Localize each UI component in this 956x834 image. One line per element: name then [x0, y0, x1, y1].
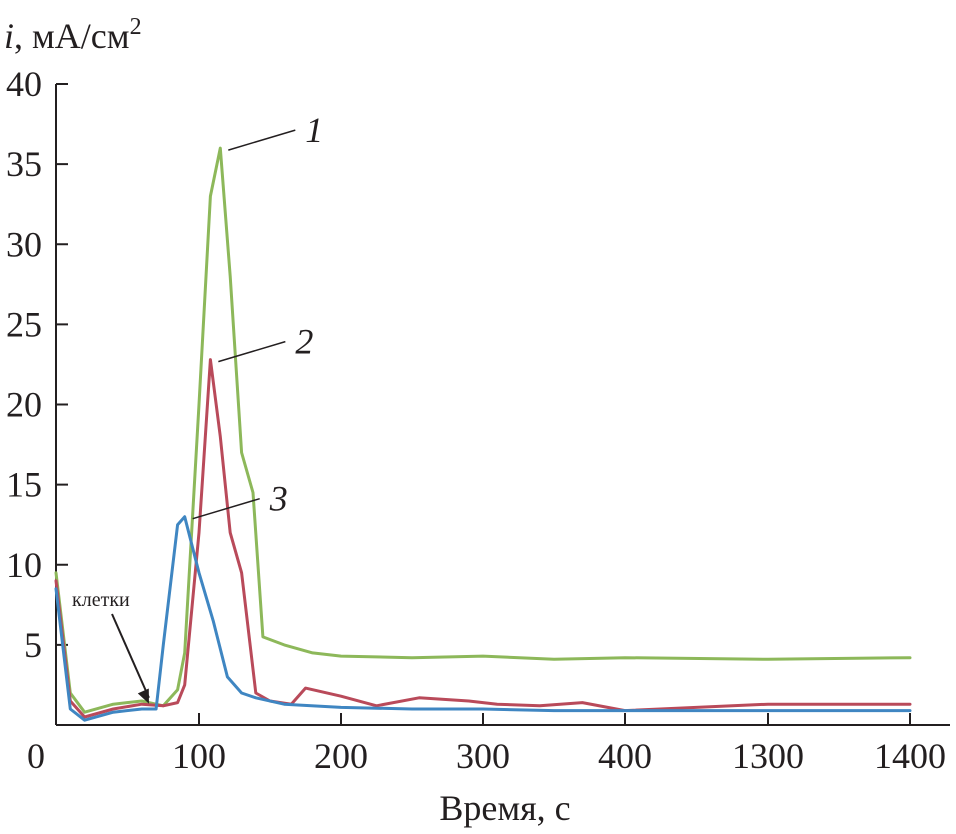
- x-axis-title: Время, с: [439, 788, 570, 828]
- curve-labels: 1 2 3 клетки: [72, 110, 323, 704]
- y-tick-label: 30: [6, 224, 42, 264]
- x-origin-label: 0: [27, 736, 45, 776]
- y-tick-label: 5: [24, 625, 42, 665]
- curve-label-3: 3: [269, 479, 288, 519]
- series-line-2: [54, 358, 912, 719]
- series-layer: [54, 146, 912, 722]
- x-tick-label: 100: [172, 736, 226, 776]
- y-tick-label: 25: [6, 304, 42, 344]
- series-line-3: [54, 515, 912, 722]
- annotation-label: клетки: [72, 589, 130, 611]
- series-line-1: [54, 146, 912, 714]
- x-tick-label: 400: [598, 736, 652, 776]
- y-tick-label: 20: [6, 385, 42, 425]
- curve-leader-2: [218, 340, 286, 363]
- annotation-arrow-shaft: [111, 613, 150, 699]
- annotation-arrow-head: [137, 688, 149, 704]
- y-tick-label: 15: [6, 465, 42, 505]
- curve-label-1: 1: [305, 110, 323, 150]
- y-tick-label: 35: [6, 144, 42, 184]
- x-tick-label: 200: [314, 736, 368, 776]
- curve-label-2: 2: [295, 322, 313, 362]
- x-tick-label: 300: [456, 736, 510, 776]
- x-tick-label: 1400: [874, 736, 946, 776]
- curve-leader-3: [192, 497, 260, 520]
- y-ticks: 5 10 15 20 25 30 35 40: [6, 64, 68, 665]
- y-tick-label: 10: [6, 545, 42, 585]
- x-ticks: 0 100 200 300 400 1300 1400: [27, 713, 946, 776]
- y-axis-title: i, мА/см2: [4, 14, 142, 56]
- x-tick-label: 1300: [732, 736, 804, 776]
- y-tick-label: 40: [6, 64, 42, 104]
- curve-leader-1: [228, 129, 296, 151]
